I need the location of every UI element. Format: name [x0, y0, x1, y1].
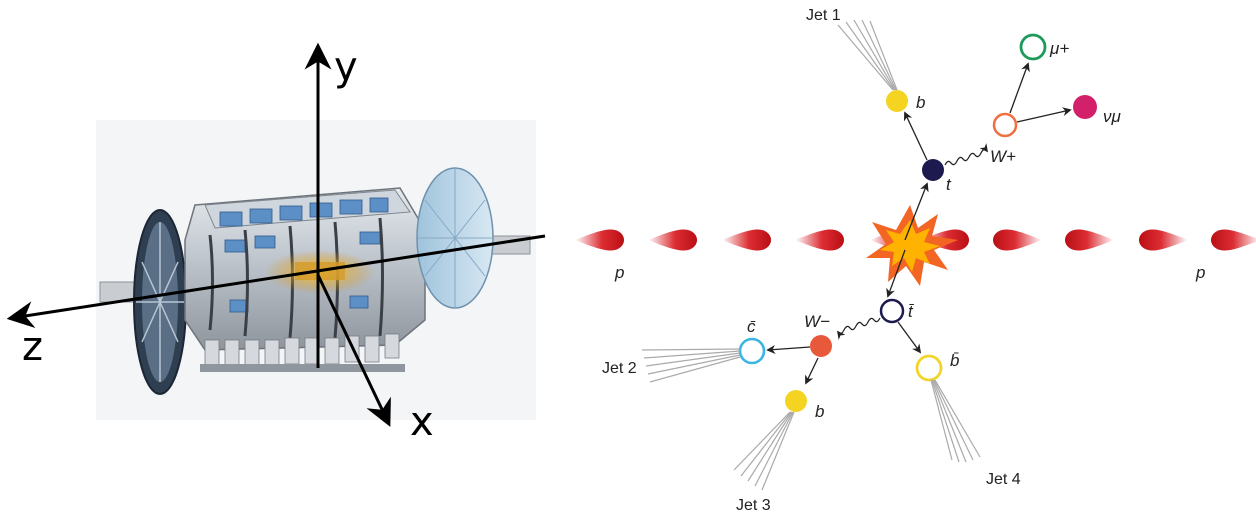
b-bar-quark	[915, 354, 943, 382]
cbar-arrow	[766, 344, 811, 355]
bbar-arrow	[897, 321, 922, 354]
muon-arrow	[1009, 62, 1030, 114]
w-plus-boson	[992, 112, 1018, 138]
proton-bunch	[1139, 229, 1188, 251]
right-endcap-dish	[416, 167, 494, 309]
cbar-label: c̄	[747, 317, 756, 336]
proton-beams	[575, 229, 1256, 251]
muon	[1019, 33, 1047, 61]
y-axis-label: y	[334, 44, 358, 90]
b-anti-label: b	[815, 402, 824, 421]
top-quark	[922, 159, 944, 181]
proton-bunch	[648, 229, 697, 251]
w-plus-label: W+	[990, 147, 1016, 166]
b-quark-top	[886, 90, 908, 112]
jet-1-label: Jet 1	[806, 7, 841, 24]
jet-3-tracks	[733, 411, 795, 491]
w-plus-wavy	[944, 143, 989, 166]
z-axis	[6, 234, 546, 329]
collision-explosion	[866, 205, 958, 286]
neutrino-arrow	[1016, 107, 1072, 123]
top-label: t	[946, 175, 952, 194]
proton-bunch	[1065, 229, 1114, 251]
jet-4-tracks	[930, 379, 981, 463]
x-axis-label: x	[410, 399, 434, 445]
proton-bunch	[795, 229, 844, 251]
left-endcap-wheel	[133, 209, 187, 395]
atlas-detector-illustration	[96, 120, 536, 420]
neutrino	[1073, 95, 1097, 119]
c-bar-quark	[738, 337, 766, 365]
w-minus-boson	[810, 335, 832, 357]
proton-bunch	[1211, 229, 1256, 251]
b-quark-anti	[785, 390, 807, 412]
b-anti-arrow	[805, 357, 819, 385]
b-top-label: b	[916, 93, 925, 112]
bbar-label: b̄	[950, 351, 959, 370]
muon-label: μ+	[1049, 39, 1069, 58]
proton-bunch	[575, 229, 624, 251]
b-top-arrow	[903, 111, 928, 161]
beam-left-label: p	[614, 263, 624, 282]
x-axis	[316, 274, 391, 427]
jet-2-tracks	[641, 348, 741, 383]
jet-2-label: Jet 2	[602, 360, 637, 377]
jet-1-tracks	[837, 19, 898, 91]
coordinate-axes: y z x	[6, 42, 546, 445]
jet-3-label: Jet 3	[736, 497, 771, 514]
anti-top-quark	[879, 298, 905, 324]
w-minus-label: W−	[804, 312, 830, 331]
antitop-arrow	[886, 249, 906, 298]
beam-right-label: p	[1195, 263, 1205, 282]
neutrino-label: νμ	[1103, 107, 1122, 126]
w-minus-wavy	[836, 317, 881, 340]
antitop-label: t̄	[908, 302, 915, 321]
top-arrow	[904, 182, 929, 241]
z-axis-label: z	[22, 324, 43, 370]
proton-bunch	[722, 229, 771, 251]
jet-4-label: Jet 4	[986, 471, 1021, 488]
detector-barrel	[184, 187, 426, 372]
proton-bunch	[993, 229, 1042, 251]
